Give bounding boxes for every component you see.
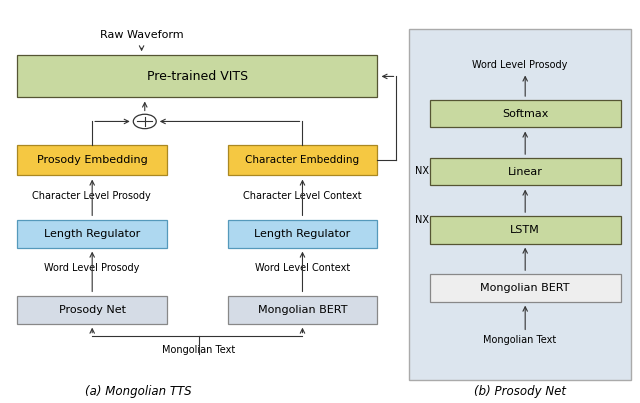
FancyBboxPatch shape [17,220,167,247]
Text: (a) Mongolian TTS: (a) Mongolian TTS [85,385,192,398]
Text: LSTM: LSTM [510,225,540,235]
Text: Prosody Embedding: Prosody Embedding [37,156,148,166]
Text: Mongolian BERT: Mongolian BERT [258,305,348,315]
Text: Linear: Linear [508,167,543,177]
Text: Mongolian Text: Mongolian Text [163,345,236,355]
Text: Word Level Prosody: Word Level Prosody [44,262,140,272]
Text: NX: NX [415,166,429,177]
Text: Length Regulator: Length Regulator [44,229,140,239]
FancyBboxPatch shape [429,274,621,301]
FancyBboxPatch shape [429,216,621,243]
Text: Character Embedding: Character Embedding [245,156,360,166]
FancyBboxPatch shape [228,295,378,324]
Text: Mongolian Text: Mongolian Text [483,334,557,345]
FancyBboxPatch shape [17,145,167,175]
FancyBboxPatch shape [409,29,631,380]
Text: Pre-trained VITS: Pre-trained VITS [147,70,248,83]
FancyBboxPatch shape [429,158,621,185]
Text: Prosody Net: Prosody Net [59,305,125,315]
Text: Mongolian BERT: Mongolian BERT [481,283,570,293]
FancyBboxPatch shape [228,145,378,175]
Text: Softmax: Softmax [502,109,548,119]
Text: Word Level Context: Word Level Context [255,262,350,272]
FancyBboxPatch shape [429,100,621,127]
Text: Character Level Prosody: Character Level Prosody [33,191,151,201]
FancyBboxPatch shape [228,220,378,247]
FancyBboxPatch shape [17,56,378,98]
Text: Word Level Prosody: Word Level Prosody [472,60,568,71]
Text: NX: NX [415,214,429,224]
Text: Raw Waveform: Raw Waveform [100,30,184,40]
FancyBboxPatch shape [17,295,167,324]
Text: Length Regulator: Length Regulator [254,229,351,239]
Text: (b) Prosody Net: (b) Prosody Net [474,385,566,398]
Text: Character Level Context: Character Level Context [243,191,362,201]
